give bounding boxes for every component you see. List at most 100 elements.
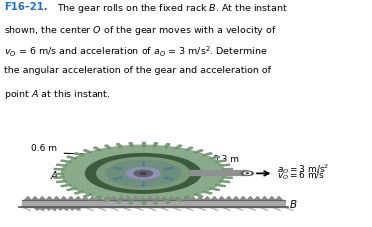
Polygon shape: [93, 196, 101, 200]
Polygon shape: [129, 201, 133, 204]
Polygon shape: [132, 197, 139, 200]
Polygon shape: [53, 197, 60, 200]
Polygon shape: [103, 197, 110, 200]
Polygon shape: [261, 197, 268, 200]
Polygon shape: [25, 197, 31, 200]
Polygon shape: [93, 148, 101, 151]
Polygon shape: [218, 197, 225, 200]
Polygon shape: [276, 197, 282, 200]
Text: $a_O = 3$ m/s$^2$: $a_O = 3$ m/s$^2$: [277, 161, 330, 175]
Polygon shape: [41, 208, 46, 210]
Polygon shape: [175, 146, 182, 149]
Polygon shape: [223, 173, 233, 174]
Polygon shape: [96, 197, 103, 200]
Polygon shape: [54, 169, 64, 170]
Polygon shape: [219, 181, 230, 183]
Polygon shape: [210, 157, 220, 159]
Polygon shape: [164, 144, 170, 148]
Polygon shape: [83, 194, 92, 197]
Polygon shape: [247, 197, 254, 200]
Polygon shape: [68, 197, 74, 200]
Polygon shape: [67, 188, 77, 191]
Polygon shape: [129, 143, 133, 147]
Polygon shape: [215, 185, 226, 187]
Polygon shape: [89, 197, 96, 200]
Polygon shape: [175, 197, 182, 200]
Text: the angular acceleration of the gear and acceleration of: the angular acceleration of the gear and…: [4, 66, 271, 75]
Polygon shape: [74, 153, 84, 156]
Polygon shape: [105, 146, 111, 149]
Polygon shape: [222, 177, 232, 178]
Polygon shape: [105, 198, 111, 202]
Polygon shape: [195, 150, 203, 153]
Polygon shape: [60, 197, 67, 200]
Polygon shape: [219, 164, 230, 166]
Polygon shape: [58, 208, 63, 210]
Polygon shape: [32, 197, 38, 200]
Polygon shape: [142, 201, 145, 204]
Text: 0.3 m: 0.3 m: [213, 154, 239, 163]
Polygon shape: [211, 197, 218, 200]
Polygon shape: [46, 197, 53, 200]
Polygon shape: [185, 196, 193, 200]
Polygon shape: [35, 208, 40, 210]
Polygon shape: [67, 157, 77, 159]
Polygon shape: [54, 177, 64, 178]
Polygon shape: [140, 197, 146, 200]
Polygon shape: [142, 143, 145, 146]
Circle shape: [140, 173, 146, 175]
Polygon shape: [57, 181, 67, 183]
Polygon shape: [225, 197, 232, 200]
Polygon shape: [210, 188, 220, 191]
Polygon shape: [254, 197, 261, 200]
Polygon shape: [76, 208, 81, 210]
Polygon shape: [83, 150, 92, 153]
Circle shape: [61, 146, 225, 202]
Polygon shape: [75, 197, 81, 200]
Polygon shape: [125, 197, 132, 200]
Circle shape: [241, 172, 253, 176]
Text: 0.6 m: 0.6 m: [31, 143, 57, 152]
Text: $v_O = 6$ m/s: $v_O = 6$ m/s: [277, 169, 326, 181]
Polygon shape: [190, 197, 196, 200]
Polygon shape: [164, 200, 170, 203]
Polygon shape: [116, 200, 122, 203]
Polygon shape: [240, 197, 247, 200]
Polygon shape: [61, 160, 71, 163]
Circle shape: [134, 170, 153, 177]
Text: shown, the center $O$ of the gear moves with a velocity of: shown, the center $O$ of the gear moves …: [4, 23, 276, 36]
Polygon shape: [232, 197, 239, 200]
Circle shape: [106, 161, 180, 186]
Text: $v_O$ = 6 m/s and acceleration of $a_O$ = 3 m/s$^2$. Determine: $v_O$ = 6 m/s and acceleration of $a_O$ …: [4, 45, 267, 59]
Polygon shape: [110, 197, 117, 200]
Polygon shape: [74, 191, 84, 194]
Polygon shape: [46, 208, 51, 210]
Polygon shape: [70, 208, 75, 210]
Polygon shape: [215, 160, 226, 163]
Polygon shape: [154, 197, 160, 200]
Polygon shape: [203, 153, 212, 156]
Polygon shape: [57, 164, 67, 166]
Circle shape: [97, 158, 190, 190]
Polygon shape: [64, 208, 69, 210]
Polygon shape: [175, 198, 182, 202]
Bar: [22, 200, 285, 207]
Text: F16–21.: F16–21.: [4, 2, 47, 12]
Polygon shape: [203, 191, 212, 194]
Polygon shape: [147, 197, 153, 200]
Circle shape: [126, 168, 160, 179]
Polygon shape: [168, 197, 175, 200]
Polygon shape: [195, 194, 203, 197]
Polygon shape: [53, 173, 63, 174]
Polygon shape: [197, 197, 203, 200]
Polygon shape: [153, 201, 157, 204]
Text: point $A$ at this instant.: point $A$ at this instant.: [4, 87, 110, 100]
Circle shape: [86, 154, 201, 193]
Polygon shape: [61, 185, 71, 187]
Polygon shape: [204, 197, 211, 200]
Circle shape: [244, 173, 251, 175]
Polygon shape: [222, 169, 232, 170]
Polygon shape: [116, 144, 122, 148]
Text: The gear rolls on the fixed rack $B$. At the instant: The gear rolls on the fixed rack $B$. At…: [45, 2, 288, 15]
Text: B: B: [290, 199, 297, 209]
